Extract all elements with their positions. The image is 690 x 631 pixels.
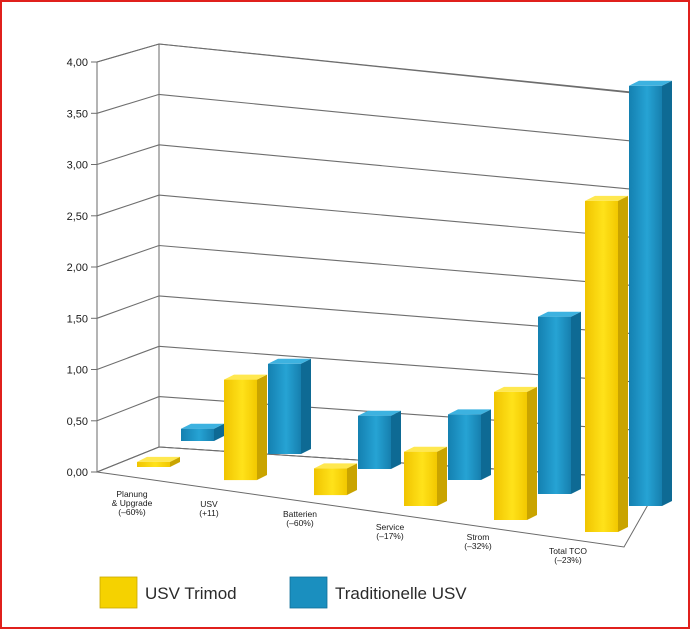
x-tick-label: (+11) bbox=[199, 508, 219, 518]
bar-top bbox=[137, 456, 180, 462]
bar bbox=[358, 415, 391, 469]
bars bbox=[137, 80, 672, 532]
bar-side bbox=[662, 80, 672, 507]
bar-side bbox=[481, 409, 491, 480]
bar-side bbox=[437, 446, 447, 506]
gridline bbox=[96, 194, 663, 241]
bar bbox=[181, 428, 214, 441]
bar-top bbox=[538, 311, 581, 317]
y-tick-label: 3,00 bbox=[67, 160, 88, 172]
chart-walls bbox=[95, 43, 671, 548]
legend-swatch-usv-trimod bbox=[99, 576, 138, 609]
y-tick-label: 1,50 bbox=[67, 313, 88, 325]
x-tick-label: (–60%) bbox=[286, 518, 314, 528]
legend-label-traditionelle-usv: Traditionelle USV bbox=[335, 584, 467, 603]
gridline bbox=[96, 295, 663, 337]
legend-label-usv-trimod: USV Trimod bbox=[145, 584, 237, 603]
bar-side bbox=[618, 195, 628, 532]
y-tick-label: 1,00 bbox=[67, 365, 88, 377]
bar bbox=[404, 451, 437, 506]
x-tick-label: Total TCO bbox=[549, 546, 587, 556]
bar bbox=[268, 363, 301, 454]
bar-top bbox=[181, 423, 224, 429]
bar bbox=[585, 200, 618, 532]
gridline bbox=[96, 244, 663, 289]
bar-side bbox=[170, 456, 180, 467]
bar-top bbox=[268, 358, 311, 364]
bar-side bbox=[571, 311, 581, 494]
gridline bbox=[96, 144, 663, 193]
bar-side bbox=[301, 358, 311, 454]
x-tick-label: (–32%) bbox=[464, 541, 492, 551]
bar-side bbox=[527, 386, 537, 520]
bar-top bbox=[358, 410, 401, 416]
x-tick-label: USV bbox=[200, 499, 218, 509]
y-axis-ticks: 0,00 0,50 1,00 1,50 2,00 2,50 3,00 3,50 4,00 bbox=[67, 57, 88, 479]
x-tick-label: Service bbox=[376, 522, 405, 532]
bar-side bbox=[347, 463, 357, 495]
bar-top bbox=[629, 80, 672, 86]
x-tick-label: Planung bbox=[116, 489, 147, 499]
gridlines bbox=[91, 43, 663, 481]
x-tick-label: (–23%) bbox=[554, 555, 582, 565]
bar-top bbox=[314, 463, 357, 469]
bar-top bbox=[448, 409, 491, 415]
x-tick-label: (–17%) bbox=[376, 531, 404, 541]
x-tick-label: Strom bbox=[467, 532, 490, 542]
bar-side bbox=[257, 374, 267, 480]
y-tick-label: 2,50 bbox=[67, 211, 88, 223]
gridline bbox=[96, 345, 663, 385]
bar bbox=[137, 461, 170, 467]
y-tick-label: 0,00 bbox=[67, 467, 88, 479]
bar bbox=[224, 379, 257, 481]
bar-top bbox=[494, 386, 537, 392]
bar-top bbox=[585, 195, 628, 201]
y-tick-label: 0,50 bbox=[67, 416, 88, 428]
bar-top bbox=[404, 446, 447, 452]
left-wall bbox=[96, 43, 160, 473]
x-axis-labels: Planung& Upgrade(–60%)USV(+11) Batterien(… bbox=[112, 489, 588, 565]
legend: USV Trimod Traditionelle USV bbox=[99, 576, 467, 609]
x-tick-label: & Upgrade bbox=[112, 498, 153, 508]
bar bbox=[314, 468, 347, 496]
bar-side bbox=[391, 410, 401, 469]
legend-swatch-traditionelle-usv bbox=[289, 576, 328, 609]
y-tick-label: 4,00 bbox=[67, 57, 88, 69]
gridline bbox=[96, 43, 663, 97]
gridline bbox=[96, 93, 663, 145]
bar bbox=[448, 414, 481, 480]
bar bbox=[538, 316, 571, 494]
x-tick-label: Batterien bbox=[283, 509, 317, 519]
bar-top bbox=[224, 374, 267, 380]
x-tick-label: (–60%) bbox=[118, 507, 146, 517]
bar bbox=[494, 391, 527, 520]
bar-side bbox=[214, 423, 224, 441]
y-tick-label: 3,50 bbox=[67, 108, 88, 120]
bar bbox=[629, 85, 662, 507]
y-tick-label: 2,00 bbox=[67, 262, 88, 274]
